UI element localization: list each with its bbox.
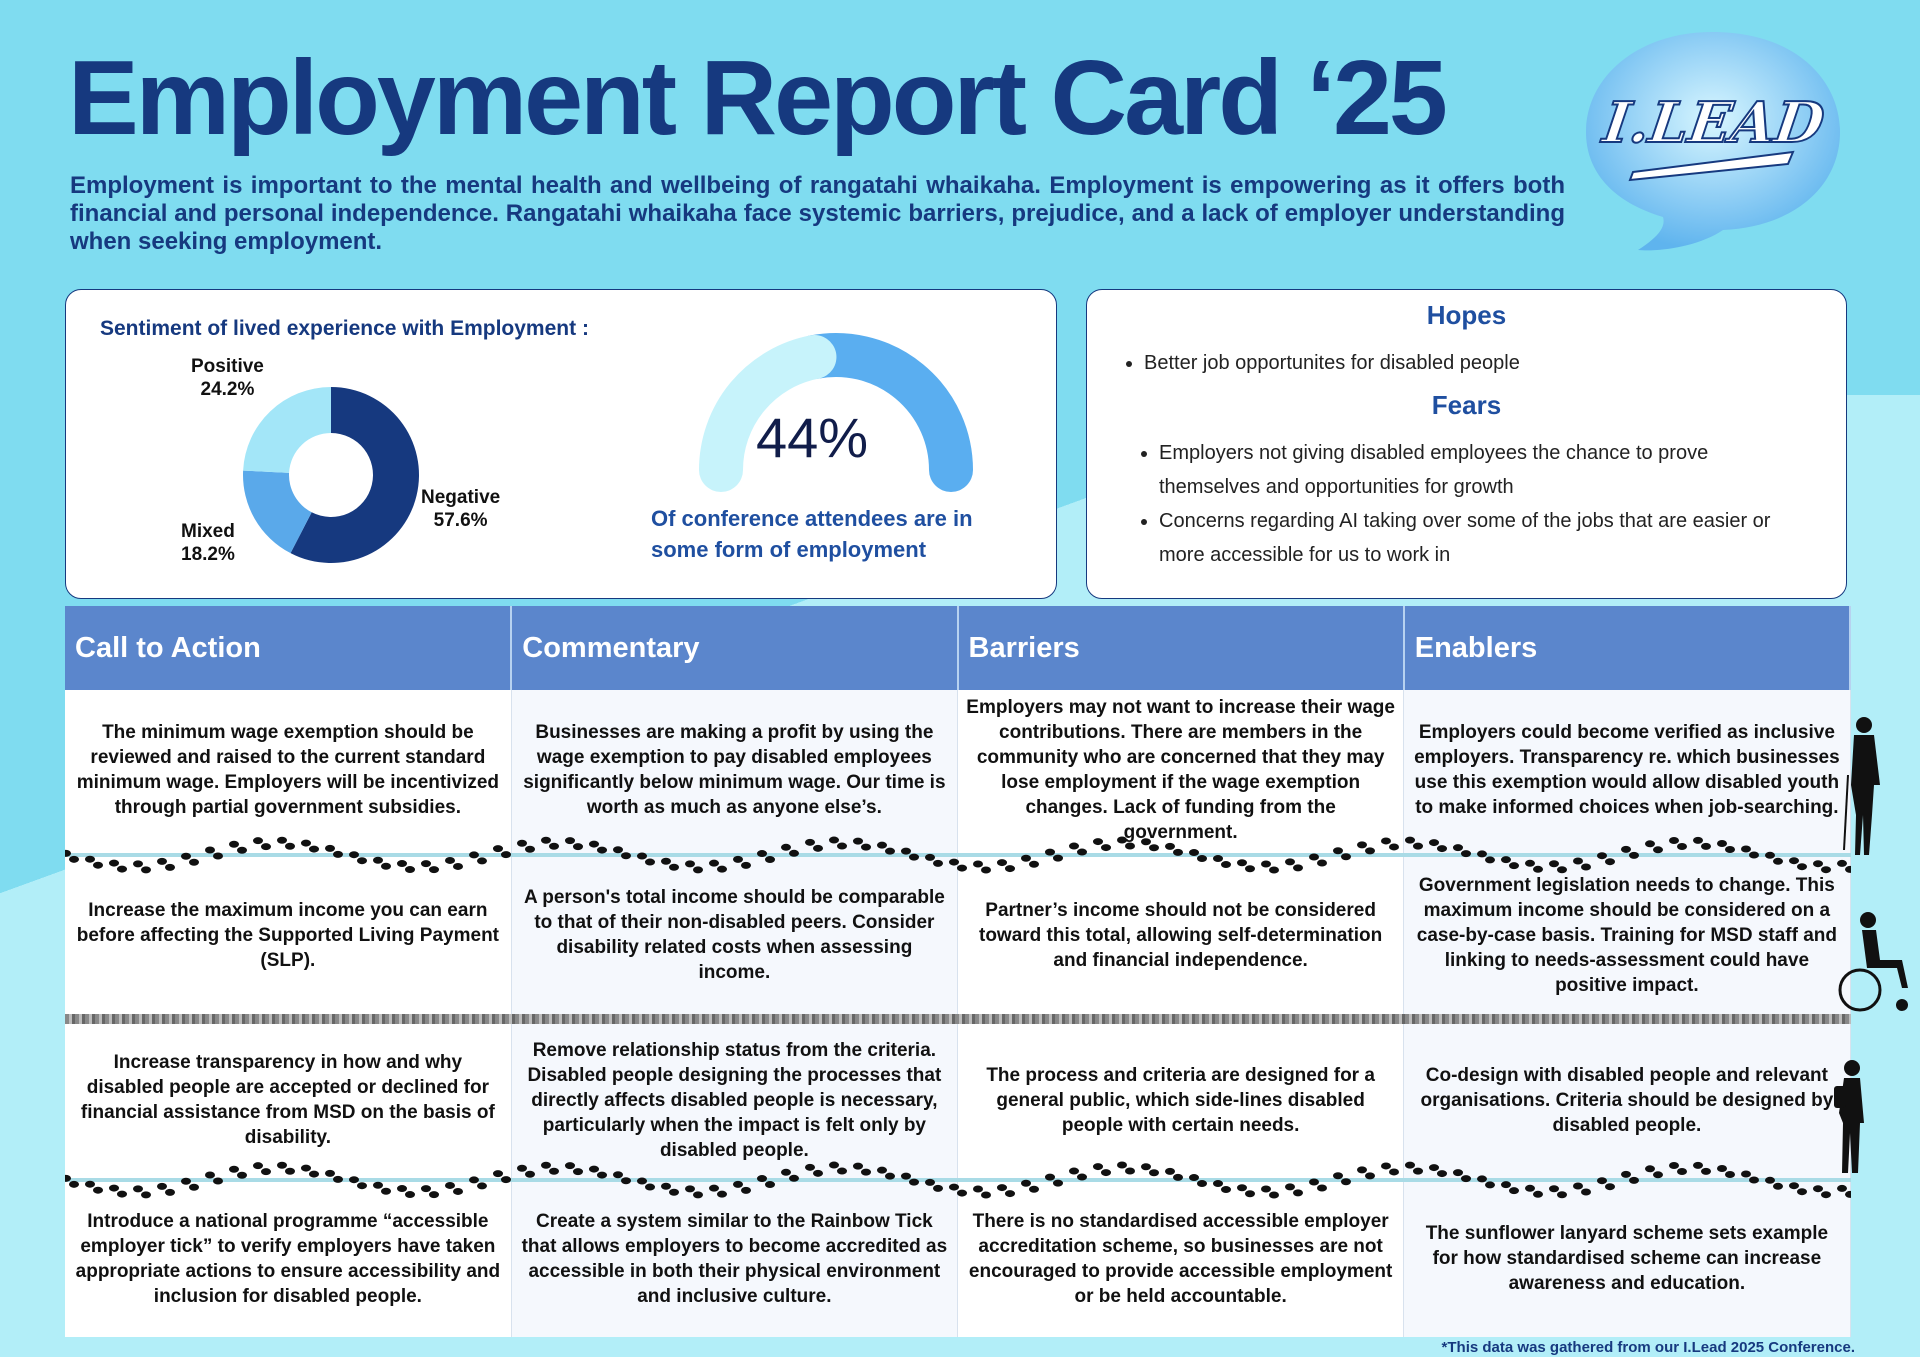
gauge-value-arc <box>699 335 837 492</box>
gauge-caption: Of conference attendees are in some form… <box>651 506 973 562</box>
svg-text:I.LEAD: I.LEAD <box>1597 90 1828 156</box>
i-lead-logo: I.LEAD <box>1586 32 1840 251</box>
cell: A person's total income should be compar… <box>511 850 959 1020</box>
sentiment-donut-chart <box>243 387 419 563</box>
header-barriers: Barriers <box>957 606 1405 690</box>
sentiment-panel: Sentiment of lived experience with Emplo… <box>65 289 1057 599</box>
mixed-label: Mixed 18.2% <box>181 520 235 566</box>
hopes-title: Hopes <box>1426 300 1507 330</box>
positive-name: Positive <box>191 356 264 377</box>
fears-title: Fears <box>1431 390 1502 420</box>
page-title: Employment Report Card ‘25 <box>68 39 1448 157</box>
employment-gauge <box>699 333 973 492</box>
cell: Introduce a national programme “accessib… <box>65 1180 512 1337</box>
donut-slice-mixed <box>243 470 312 554</box>
hopes-fears-panel: Hopes Better job opportunites for disabl… <box>1086 289 1847 599</box>
header-call-to-action: Call to Action <box>65 606 513 690</box>
hope-item: Better job opportunites for disabled peo… <box>1144 346 1520 380</box>
table-row: Introduce a national programme “accessib… <box>65 1180 1851 1337</box>
table-row: Increase transparency in how and why dis… <box>65 1020 1851 1180</box>
wheelchair-user-icon <box>1838 912 1908 1012</box>
hopes-list: Better job opportunites for disabled peo… <box>1122 346 1520 380</box>
cell: Increase the maximum income you can earn… <box>65 850 512 1020</box>
gauge-value: 44% <box>756 406 869 469</box>
donut-slice-negative <box>290 387 419 563</box>
cell: Employers could become verified as inclu… <box>1403 690 1851 850</box>
footnote: *This data was gathered from our I.Lead … <box>1441 1339 1855 1356</box>
negative-name: Negative <box>421 487 501 508</box>
rope-divider <box>65 1014 1851 1024</box>
sentiment-title: Sentiment of lived experience with Emplo… <box>100 317 589 340</box>
cell: Remove relationship status from the crit… <box>511 1020 959 1180</box>
header-enablers: Enablers <box>1403 606 1852 690</box>
fears-list: Employers not giving disabled employees … <box>1137 436 1797 572</box>
cell: Increase transparency in how and why dis… <box>65 1020 512 1180</box>
cell: The sunflower lanyard scheme sets exampl… <box>1403 1180 1851 1337</box>
negative-label: Negative 57.6% <box>421 486 500 532</box>
cell: There is no standardised accessible empl… <box>957 1180 1405 1337</box>
negative-value: 57.6% <box>433 510 488 531</box>
intro-text: Employment is important to the mental he… <box>70 172 1565 255</box>
header-commentary: Commentary <box>511 606 959 690</box>
cell: Partner’s income should not be considere… <box>957 850 1405 1020</box>
cell: The process and criteria are designed fo… <box>957 1020 1405 1180</box>
mixed-name: Mixed <box>181 521 235 542</box>
fear-item: Concerns regarding AI taking over some o… <box>1159 504 1797 572</box>
cell: Businesses are making a profit by using … <box>511 690 959 850</box>
action-table: Call to Action Commentary Barriers Enabl… <box>65 606 1852 1337</box>
fear-item: Employers not giving disabled employees … <box>1159 436 1797 504</box>
cell: The minimum wage exemption should be rev… <box>65 690 512 850</box>
cell: Create a system similar to the Rainbow T… <box>511 1180 959 1337</box>
table-row: Increase the maximum income you can earn… <box>65 850 1851 1020</box>
person-with-backpack-icon <box>1834 1060 1864 1173</box>
gauge-remainder-arc <box>792 333 973 492</box>
positive-value: 24.2% <box>200 379 255 400</box>
cell: Co-design with disabled people and relev… <box>1403 1020 1851 1180</box>
positive-label: Positive 24.2% <box>191 355 264 401</box>
donut-slice-positive <box>243 387 331 473</box>
mixed-value: 18.2% <box>181 544 235 565</box>
cell: Employers may not want to increase their… <box>957 690 1405 850</box>
person-with-cane-icon <box>1843 717 1880 855</box>
table-row: The minimum wage exemption should be rev… <box>65 690 1851 850</box>
cell: Government legislation needs to change. … <box>1403 850 1851 1020</box>
